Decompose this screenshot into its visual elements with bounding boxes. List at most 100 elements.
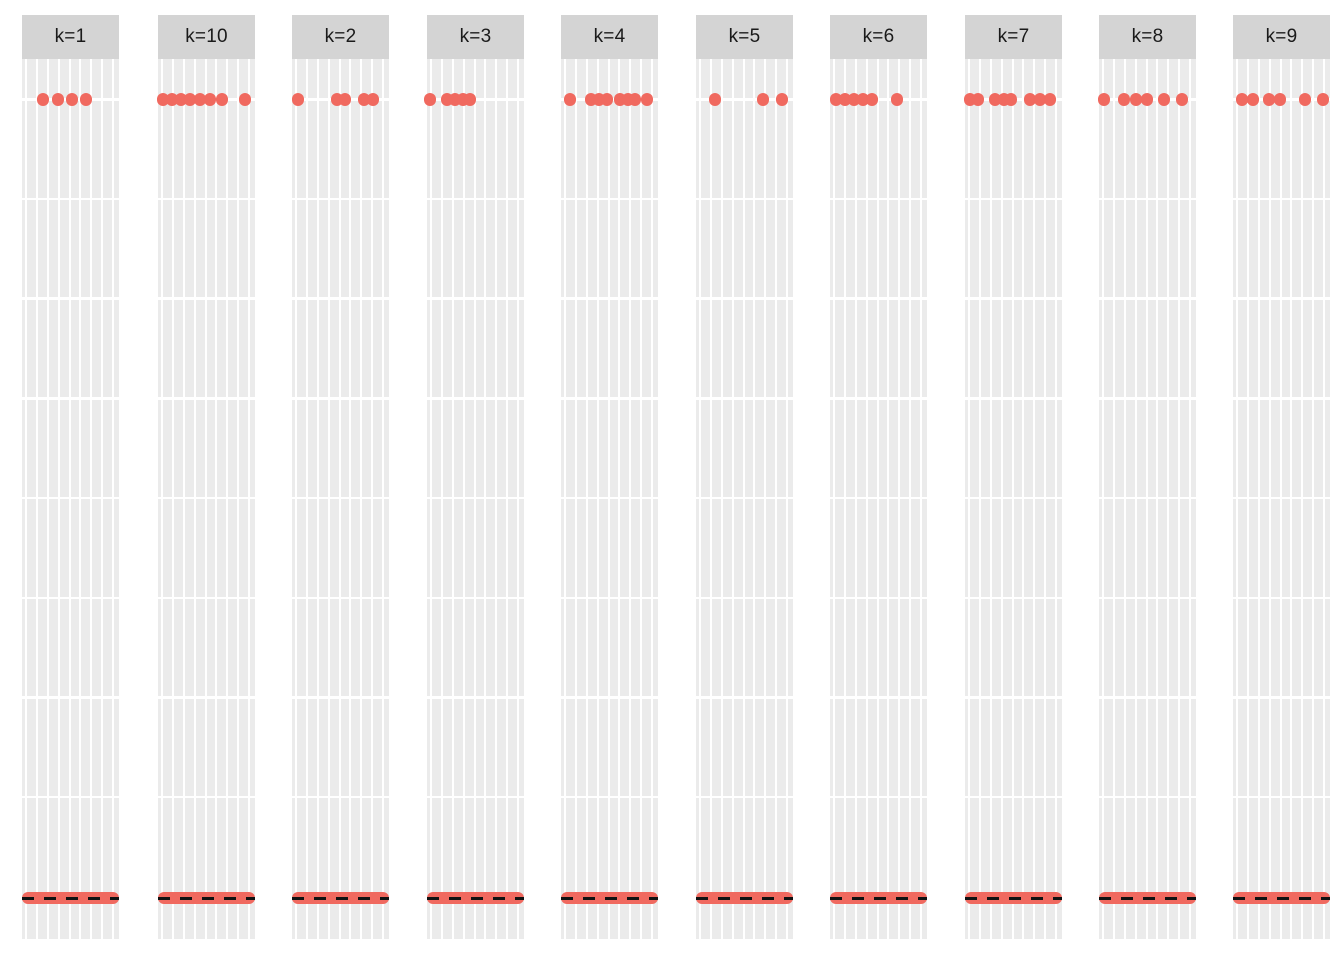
data-point [51,93,65,106]
facet-strip-label: k=5 [728,26,761,47]
grid-line-horizontal [158,297,255,300]
facet-strip-label: k=3 [459,26,492,47]
data-point [1033,93,1047,106]
facet-strip-label: k=10 [185,26,228,47]
grid-line-horizontal [1099,696,1196,699]
grid-line-horizontal [696,795,793,799]
data-point [291,93,305,106]
data-point [1129,93,1143,106]
data-point [756,93,770,106]
facet-panel [963,59,1062,939]
grid-line-horizontal [830,297,927,300]
data-point [215,93,229,106]
data-point [1117,93,1131,106]
grid-line-horizontal [965,496,1062,500]
facet-panel [291,59,389,939]
grid-line-horizontal [158,696,255,699]
facet-strip: k=3 [427,15,524,59]
facet-strip: k=9 [1233,15,1330,59]
facet-strip-label: k=6 [862,26,895,47]
grid-line-horizontal [696,397,793,400]
data-point [79,93,93,106]
data-point [708,93,722,106]
data-point [423,93,437,106]
data-point [1140,93,1154,106]
grid-line-horizontal [292,397,389,400]
facet-k-2: k=2 [291,15,389,939]
grid-line-horizontal [696,297,793,300]
reference-dashed-line [561,896,658,901]
data-point [366,93,380,106]
grid-line-horizontal [965,197,1062,201]
grid-line-horizontal [427,795,524,799]
grid-line-horizontal [427,397,524,400]
data-point [775,93,789,106]
grid-line-horizontal [1233,397,1330,400]
data-point [971,93,985,106]
grid-line-horizontal [965,397,1062,400]
grid-line-horizontal [830,696,927,699]
facet-strip: k=6 [830,15,927,59]
grid-line-horizontal [561,596,658,600]
grid-line-horizontal [1233,795,1330,799]
grid-line-horizontal [696,596,793,600]
data-point [1273,93,1287,106]
facet-strip-label: k=9 [1265,26,1298,47]
data-point [238,93,252,106]
grid-line-horizontal [22,197,119,201]
grid-line-horizontal [158,795,255,799]
facet-k-3: k=3 [423,15,524,939]
grid-line-horizontal [1099,397,1196,400]
facet-panel [156,59,255,939]
grid-line-horizontal [292,596,389,600]
facet-strip-label: k=7 [997,26,1030,47]
grid-line-horizontal [1099,197,1196,201]
data-point [65,93,79,106]
grid-line-horizontal [427,297,524,300]
grid-line-horizontal [1099,795,1196,799]
grid-line-horizontal [427,496,524,500]
facet-strip-label: k=4 [593,26,626,47]
grid-line-horizontal [22,397,119,400]
data-point [1246,93,1260,106]
data-point [640,93,654,106]
grid-line-horizontal [830,197,927,201]
grid-line-horizontal [696,98,793,101]
grid-line-horizontal [1099,297,1196,300]
grid-line-horizontal [1099,496,1196,500]
data-point [193,93,207,106]
data-point [1235,93,1249,106]
grid-line-horizontal [1233,596,1330,600]
facet-strip: k=4 [561,15,658,59]
data-point [1043,93,1057,106]
reference-dashed-line [1233,896,1330,901]
grid-line-horizontal [561,496,658,500]
data-point [1097,93,1111,106]
reference-dashed-line [965,896,1062,901]
data-point [1157,93,1171,106]
grid-line-horizontal [158,596,255,600]
facet-strip-label: k=1 [54,26,87,47]
data-point [338,93,352,106]
facet-panel [423,59,524,939]
grid-line-horizontal [1233,496,1330,500]
grid-line-horizontal [830,596,927,600]
facet-panel [829,59,927,939]
grid-line-horizontal [830,795,927,799]
grid-line-horizontal [965,696,1062,699]
grid-line-horizontal [1233,696,1330,699]
grid-line-horizontal [561,397,658,400]
facet-strip-label: k=8 [1131,26,1164,47]
reference-dashed-line [427,896,524,901]
grid-line-horizontal [965,795,1062,799]
grid-line-horizontal [965,596,1062,600]
grid-line-horizontal [1233,297,1330,300]
grid-line-horizontal [292,696,389,699]
facet-panel [22,59,119,939]
facet-strip: k=2 [292,15,389,59]
grid-line-horizontal [561,197,658,201]
data-point [1298,93,1312,106]
grid-line-horizontal [158,397,255,400]
data-point [1004,93,1018,106]
